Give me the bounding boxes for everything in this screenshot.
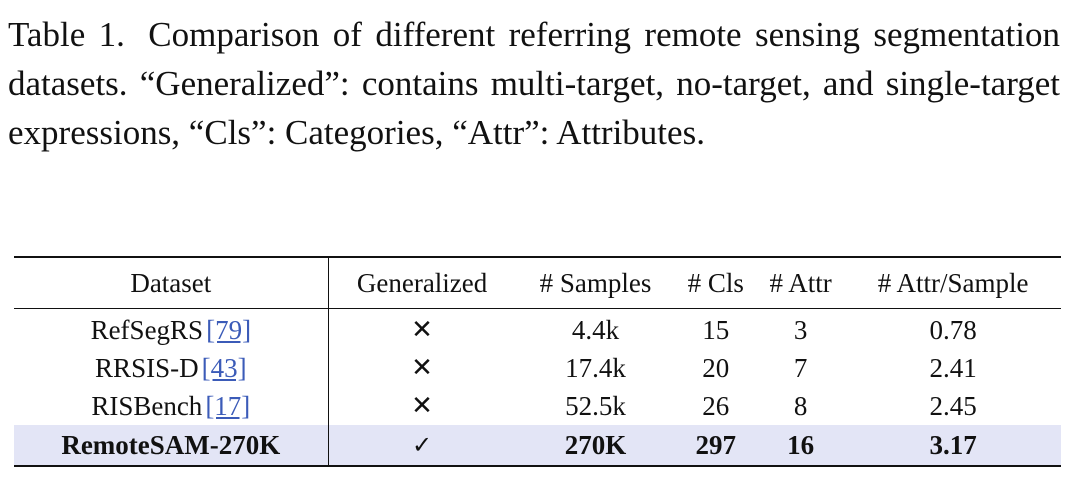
cell-attr-per-sample: 2.45 xyxy=(929,390,977,421)
citation-link[interactable]: [79] xyxy=(206,314,252,345)
cell-attr: 3 xyxy=(793,314,808,345)
header-generalized: Generalized xyxy=(356,267,488,298)
cell-dataset: RemoteSAM-270K xyxy=(14,425,329,466)
cell-dataset: RefSegRS [79] xyxy=(14,308,329,349)
cell-attr-per-sample: 3.17 xyxy=(845,425,1061,466)
cross-icon: ✕ xyxy=(411,315,433,345)
dataset-name: RefSegRS xyxy=(90,314,204,345)
cell-dataset: RISBench [17] xyxy=(14,387,329,425)
dataset-name: RRSIS-D xyxy=(95,352,199,383)
cell-cls: 297 xyxy=(675,425,757,466)
table-row: RRSIS-D [43] ✕ 17.4k 20 7 2.41 xyxy=(14,349,1061,387)
table-caption: Table 1. Comparison of different referri… xyxy=(8,10,1060,157)
header-samples: # Samples xyxy=(539,267,652,298)
citation-link[interactable]: [43] xyxy=(201,352,247,383)
check-icon: ✓ xyxy=(328,425,516,466)
cell-attr-per-sample: 2.41 xyxy=(929,352,977,383)
comparison-table: Dataset Generalized # Samples # Cls # At… xyxy=(14,256,1061,467)
cell-attr: 7 xyxy=(793,352,808,383)
cell-dataset: RRSIS-D [43] xyxy=(14,349,329,387)
dataset-name: RISBench xyxy=(91,390,203,421)
cell-attr: 16 xyxy=(756,425,846,466)
caption-text: Comparison of different referring remote… xyxy=(8,15,1061,152)
table-row: RISBench [17] ✕ 52.5k 26 8 2.45 xyxy=(14,387,1061,425)
cell-attr-per-sample: 0.78 xyxy=(929,314,977,345)
cell-cls: 15 xyxy=(702,314,730,345)
cell-samples: 270K xyxy=(515,425,676,466)
table-row-highlighted: RemoteSAM-270K ✓ 270K 297 16 3.17 xyxy=(14,425,1061,466)
cell-samples: 4.4k xyxy=(571,314,620,345)
header-dataset: Dataset xyxy=(14,257,329,309)
cross-icon: ✕ xyxy=(411,353,433,383)
cell-samples: 52.5k xyxy=(565,390,626,421)
cell-samples: 17.4k xyxy=(565,352,626,383)
header-cls: # Cls xyxy=(687,267,744,298)
cross-icon: ✕ xyxy=(411,391,433,421)
cell-cls: 20 xyxy=(702,352,730,383)
header-attr: # Attr xyxy=(769,267,832,298)
table-header-row: Dataset Generalized # Samples # Cls # At… xyxy=(14,257,1061,309)
table-row: RefSegRS [79] ✕ 4.4k 15 3 0.78 xyxy=(14,308,1061,349)
citation-link[interactable]: [17] xyxy=(205,390,251,421)
dataset-name: RemoteSAM-270K xyxy=(61,429,281,460)
header-attr-per-sample: # Attr/Sample xyxy=(877,267,1029,298)
caption-label: Table 1. xyxy=(8,15,125,54)
cell-attr: 8 xyxy=(793,390,808,421)
cell-cls: 26 xyxy=(702,390,730,421)
